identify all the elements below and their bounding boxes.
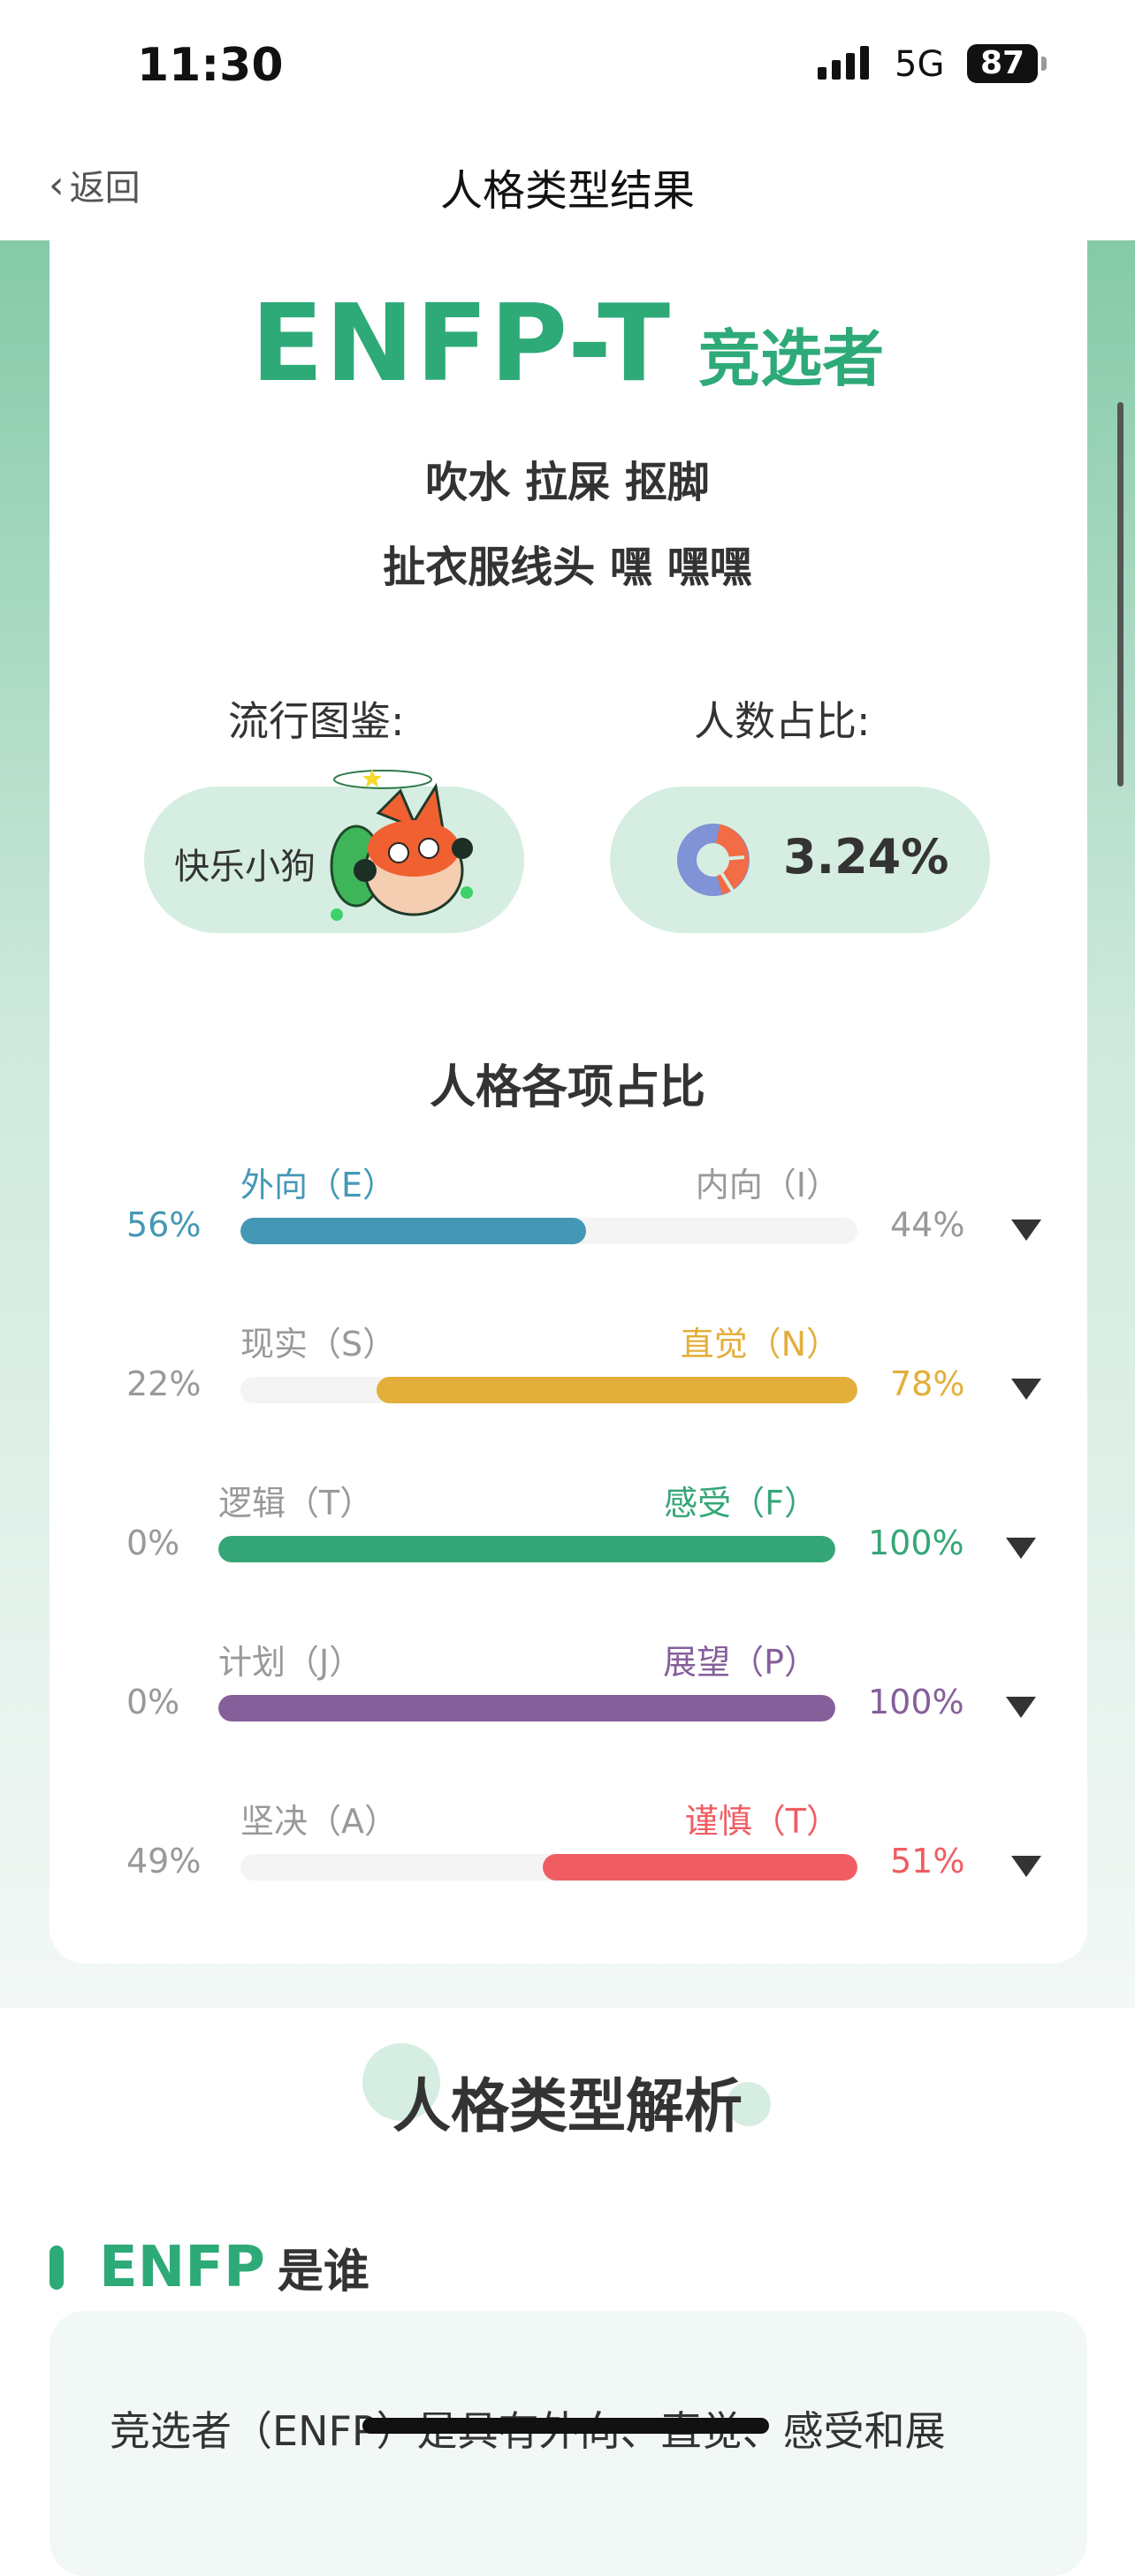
trait-left-label: 现实（S） bbox=[240, 1325, 397, 1364]
trait-row[interactable]: 现实（S） 直觉（N） 22% 78% bbox=[0, 1317, 1135, 1414]
who-heading: ENFP 是谁 bbox=[50, 2234, 369, 2300]
expand-triangle-icon[interactable] bbox=[1011, 1379, 1041, 1400]
back-label: 返回 bbox=[69, 168, 141, 209]
back-button[interactable]: ‹ 返回 bbox=[49, 159, 141, 210]
trait-right-label: 直觉（N） bbox=[680, 1325, 840, 1364]
trait-bar bbox=[218, 1695, 835, 1721]
trait-bar-fill bbox=[240, 1218, 586, 1244]
popular-label: 流行图鉴: bbox=[228, 697, 405, 745]
trait-left-label: 外向（E） bbox=[240, 1166, 397, 1204]
popular-pill[interactable]: 快乐小狗 bbox=[144, 769, 524, 933]
trait-right-percent: 78% bbox=[890, 1364, 965, 1403]
trait-right-label: 展望（P） bbox=[663, 1643, 818, 1682]
trait-bar bbox=[240, 1218, 857, 1244]
trait-row[interactable]: 逻辑（T） 感受（F） 0% 100% bbox=[0, 1476, 1135, 1573]
donut-chart-icon bbox=[677, 824, 750, 896]
trait-left-percent: 56% bbox=[126, 1205, 202, 1244]
who-label: 是谁 bbox=[277, 2245, 369, 2299]
battery-icon: 87 bbox=[967, 44, 1038, 83]
tag-text: 吹水 拉屎 抠脚 bbox=[390, 447, 746, 525]
trait-left-percent: 22% bbox=[126, 1364, 202, 1403]
trait-right-percent: 44% bbox=[890, 1205, 965, 1244]
trait-row[interactable]: 计划（J） 展望（P） 0% 100% bbox=[0, 1635, 1135, 1732]
trait-bar-fill bbox=[218, 1695, 835, 1721]
status-time: 11:30 bbox=[137, 39, 284, 92]
signal-icon bbox=[818, 46, 869, 80]
traits-title: 人格各项占比 bbox=[429, 1061, 705, 1114]
chevron-left-icon: ‹ bbox=[49, 162, 65, 208]
trait-left-label: 计划（J） bbox=[218, 1643, 363, 1682]
battery-cap bbox=[1041, 57, 1047, 71]
trait-left-label: 逻辑（T） bbox=[218, 1484, 374, 1523]
accent-bar bbox=[50, 2245, 64, 2290]
type-code: ENFP-T bbox=[250, 283, 673, 406]
ratio-label: 人数占比: bbox=[694, 697, 871, 745]
description-box: 竞选者（ENFP）是具有外向、直觉、感受和展 bbox=[50, 2311, 1087, 2576]
tag-line: 吹水 拉屎 抠脚 bbox=[0, 447, 1135, 525]
tag-text: 扯衣服线头 嘿 嘿嘿 bbox=[347, 532, 788, 610]
trait-left-percent: 0% bbox=[126, 1683, 180, 1721]
trait-right-label: 内向（I） bbox=[695, 1166, 840, 1204]
analysis-title: 人格类型解析 bbox=[392, 2072, 743, 2140]
trait-right-percent: 100% bbox=[868, 1683, 964, 1721]
page-title: 人格类型结果 bbox=[439, 166, 695, 216]
decor-circle bbox=[727, 2082, 771, 2126]
trait-right-percent: 100% bbox=[868, 1524, 964, 1562]
type-heading: ENFP-T 竞选者 bbox=[0, 283, 1135, 406]
tag-line: 扯衣服线头 嘿 嘿嘿 bbox=[0, 532, 1135, 610]
network-label: 5G bbox=[895, 44, 945, 85]
expand-triangle-icon[interactable] bbox=[1011, 1220, 1041, 1241]
trait-bar-fill bbox=[376, 1377, 857, 1403]
dog-mascot-icon bbox=[330, 769, 473, 921]
trait-left-label: 坚决（A） bbox=[240, 1802, 398, 1841]
trait-right-percent: 51% bbox=[890, 1842, 965, 1881]
trait-right-label: 谨慎（T） bbox=[684, 1802, 840, 1841]
scrollbar[interactable] bbox=[1117, 402, 1124, 786]
trait-bar-fill bbox=[218, 1536, 835, 1562]
trait-bar bbox=[218, 1536, 835, 1562]
expand-triangle-icon[interactable] bbox=[1011, 1856, 1041, 1877]
expand-triangle-icon[interactable] bbox=[1006, 1697, 1036, 1718]
result-card bbox=[50, 240, 1087, 1964]
decor-circle bbox=[362, 2043, 440, 2121]
trait-bar bbox=[240, 1854, 857, 1881]
ratio-value: 3.24% bbox=[783, 829, 949, 885]
trait-bar bbox=[240, 1377, 857, 1403]
trait-left-percent: 0% bbox=[126, 1524, 180, 1562]
home-indicator[interactable] bbox=[362, 2418, 769, 2434]
trait-row[interactable]: 外向（E） 内向（I） 56% 44% bbox=[0, 1158, 1135, 1255]
expand-triangle-icon[interactable] bbox=[1006, 1538, 1036, 1559]
ratio-pill[interactable]: 3.24% bbox=[610, 786, 990, 933]
trait-bar-fill bbox=[543, 1854, 857, 1881]
who-code: ENFP bbox=[99, 2234, 265, 2300]
trait-left-percent: 49% bbox=[126, 1842, 202, 1881]
type-name: 竞选者 bbox=[698, 323, 885, 395]
popular-name: 快乐小狗 bbox=[174, 847, 316, 887]
trait-right-label: 感受（F） bbox=[664, 1484, 818, 1523]
trait-row[interactable]: 坚决（A） 谨慎（T） 49% 51% bbox=[0, 1794, 1135, 1891]
